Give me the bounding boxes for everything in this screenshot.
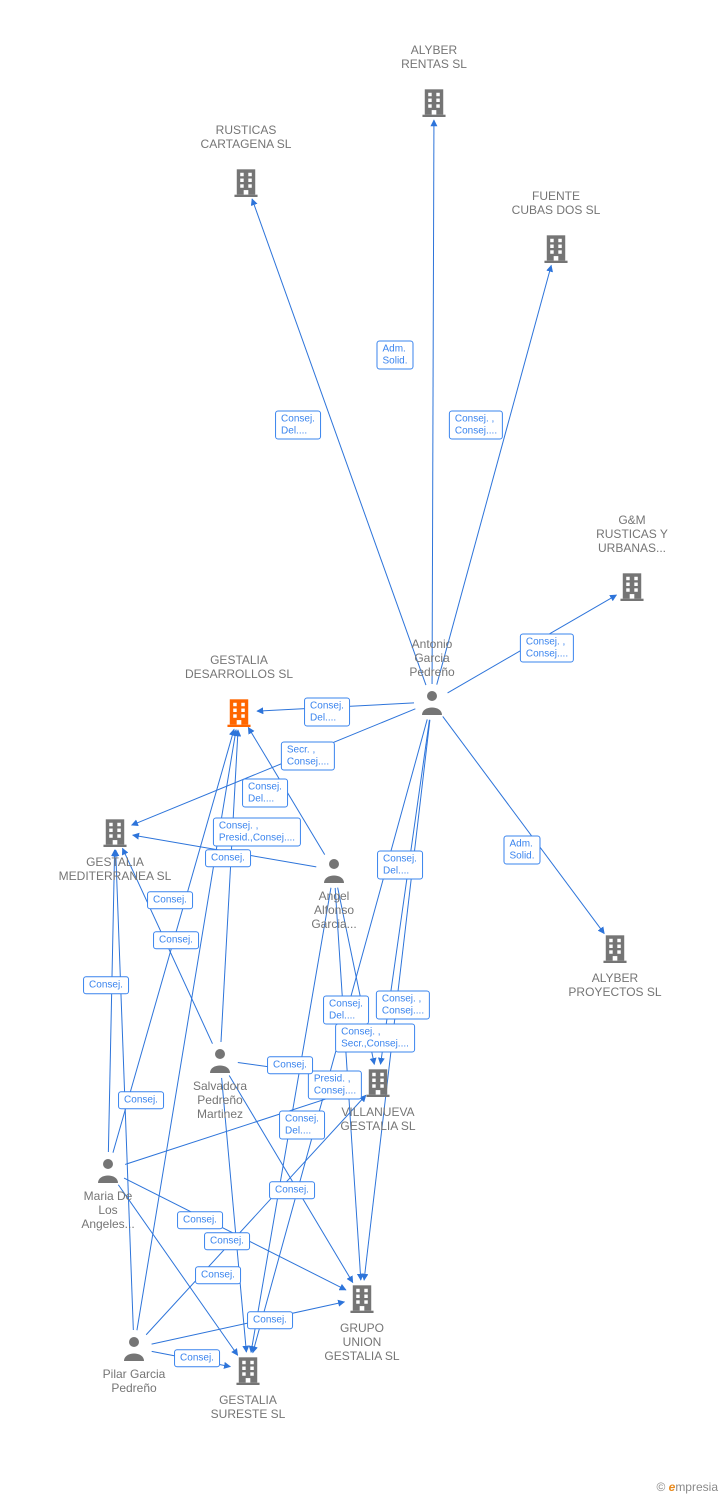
edge-label: Consej. [118, 1091, 164, 1109]
building-icon[interactable] [225, 697, 253, 727]
edge [443, 716, 605, 933]
building-icon[interactable] [232, 167, 260, 197]
building-icon[interactable] [420, 87, 448, 117]
edge-label: Consej. , Consej.... [520, 634, 574, 663]
edge-label: Consej. [177, 1211, 223, 1229]
building-icon[interactable] [618, 571, 646, 601]
node-label: Salvadora Pedreño Martinez [193, 1080, 247, 1121]
node-label: Angel Alfonso Garcia... [311, 890, 356, 931]
edge-label: Consej. , Presid.,Consej.... [213, 818, 301, 847]
node-label: Pilar Garcia Pedreño [103, 1368, 166, 1396]
edge-label: Consej. Del.... [323, 996, 369, 1025]
building-icon[interactable] [601, 933, 629, 963]
edge [132, 709, 416, 825]
edge-label: Consej. [204, 1232, 250, 1250]
person-icon[interactable] [122, 1335, 146, 1361]
edge-label: Consej. [247, 1311, 293, 1329]
edge-label: Consej. [83, 976, 129, 994]
edge-label: Adm. Solid. [503, 836, 540, 865]
copyright: © empresia [656, 1480, 718, 1494]
edge [252, 199, 426, 685]
building-icon[interactable] [101, 817, 129, 847]
edge-label: Consej. [205, 849, 251, 867]
person-icon[interactable] [208, 1047, 232, 1073]
node-label: GRUPO UNION GESTALIA SL [324, 1322, 399, 1363]
node-label: G&M RUSTICAS Y URBANAS... [596, 514, 668, 555]
building-icon[interactable] [542, 233, 570, 263]
person-icon[interactable] [420, 689, 444, 715]
person-icon[interactable] [322, 857, 346, 883]
building-icon[interactable] [348, 1283, 376, 1313]
edge-label: Consej. Del.... [279, 1111, 325, 1140]
copyright-symbol: © [656, 1480, 665, 1494]
person-icon[interactable] [96, 1157, 120, 1183]
edge-label: Adm. Solid. [376, 341, 413, 370]
node-label: GESTALIA MEDITERRANEA SL [59, 856, 172, 884]
node-label: ALYBER PROYECTOS SL [568, 972, 661, 1000]
edge-label: Consej. [153, 931, 199, 949]
node-label: Maria De Los Angeles... [81, 1190, 134, 1231]
node-label: GESTALIA DESARROLLOS SL [185, 654, 293, 682]
edge-label: Presid. , Consej.... [308, 1071, 362, 1100]
node-label: RUSTICAS CARTAGENA SL [201, 124, 292, 152]
edge-label: Consej. [267, 1056, 313, 1074]
brand-rest: mpresia [675, 1480, 718, 1494]
edge-label: Consej. [147, 891, 193, 909]
edge-label: Consej. Del.... [377, 851, 423, 880]
node-label: VILLANUEVA GESTALIA SL [340, 1106, 415, 1134]
edge-label: Consej. [174, 1349, 220, 1367]
node-label: ALYBER RENTAS SL [401, 44, 467, 72]
edge [437, 265, 552, 684]
network-svg [0, 0, 728, 1500]
edge-label: Secr. , Consej.... [281, 742, 335, 771]
edge [221, 730, 238, 1042]
edge-label: Consej. Del.... [304, 698, 350, 727]
edge-label: Consej. , Consej.... [449, 411, 503, 440]
node-label: Antonio Garcia Pedreño [409, 638, 454, 679]
building-icon[interactable] [234, 1355, 262, 1385]
building-icon[interactable] [364, 1067, 392, 1097]
edge [229, 1075, 353, 1282]
node-label: GESTALIA SURESTE SL [211, 1394, 286, 1422]
edge [108, 850, 114, 1152]
edge [432, 120, 434, 684]
node-label: FUENTE CUBAS DOS SL [512, 190, 601, 218]
edge-label: Consej. , Consej.... [376, 991, 430, 1020]
edge-label: Consej. , Secr.,Consej.... [335, 1024, 415, 1053]
edge-label: Consej. [269, 1181, 315, 1199]
edge-label: Consej. [195, 1266, 241, 1284]
edge-label: Consej. Del.... [275, 411, 321, 440]
edge-label: Consej. Del.... [242, 779, 288, 808]
